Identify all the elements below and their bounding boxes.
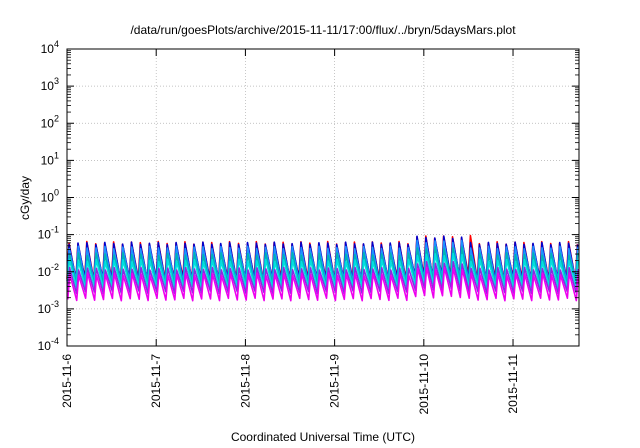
series-line bbox=[66, 252, 579, 290]
chart-title: /data/run/goesPlots/archive/2015-11-11/1… bbox=[130, 23, 516, 37]
y-tick-label: 102 bbox=[41, 113, 59, 130]
y-tick-label: 10-4 bbox=[38, 336, 59, 353]
grid bbox=[67, 49, 579, 346]
y-tick-label: 103 bbox=[41, 76, 59, 93]
series-group bbox=[66, 234, 579, 302]
x-tick-label: 2015-11-9 bbox=[328, 354, 342, 408]
x-tick-label: 2015-11-8 bbox=[238, 354, 252, 408]
y-tick-label: 104 bbox=[41, 39, 59, 56]
series-line bbox=[67, 266, 579, 302]
y-tick-label: 10-2 bbox=[38, 262, 59, 279]
x-tick-label: 2015-11-10 bbox=[417, 354, 431, 415]
x-axis-label: Coordinated Universal Time (UTC) bbox=[231, 430, 415, 444]
y-tick-label: 100 bbox=[41, 188, 59, 205]
y-tick-label: 10-3 bbox=[38, 299, 59, 316]
x-tick-label: 2015-11-11 bbox=[506, 354, 520, 414]
y-tick-label: 10-1 bbox=[38, 225, 59, 242]
series-line bbox=[66, 260, 579, 295]
x-tick-label: 2015-11-6 bbox=[60, 354, 74, 408]
y-axis-label: cGy/day bbox=[18, 176, 32, 220]
y-tick-label: 101 bbox=[41, 150, 59, 167]
ticks: 10-4 10-3 10-2 10-1 100 101 102 103 104 2015-11-6… bbox=[38, 39, 579, 415]
x-tick-label: 2015-11-7 bbox=[149, 354, 163, 408]
